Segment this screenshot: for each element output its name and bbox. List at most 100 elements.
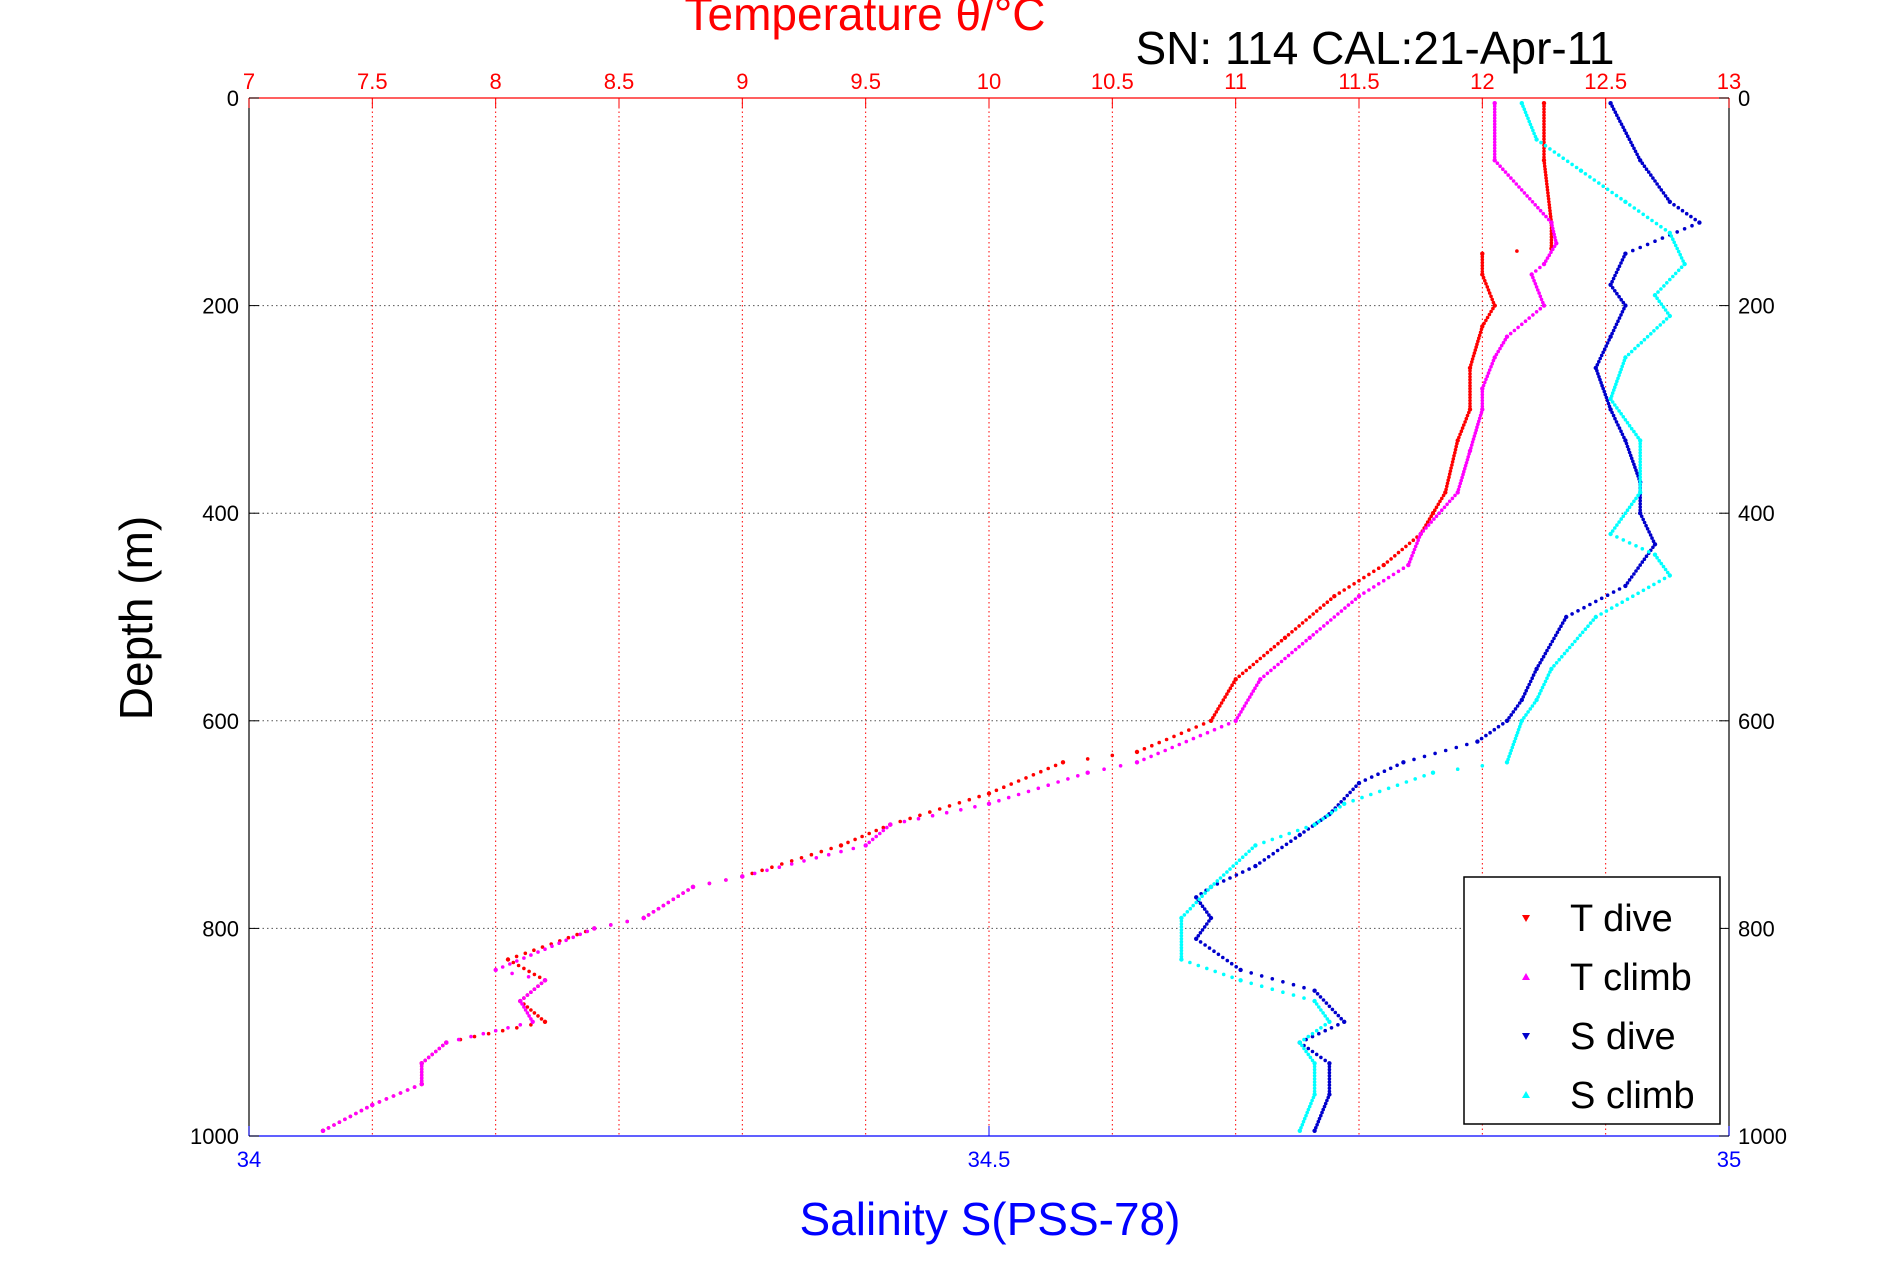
- data-point: [1487, 291, 1492, 295]
- data-point: [1455, 490, 1460, 495]
- data-point: [1492, 137, 1497, 141]
- data-point: [1323, 1023, 1327, 1027]
- data-point: [1478, 330, 1483, 335]
- data-point: [332, 1123, 336, 1127]
- data-point: [1164, 737, 1169, 742]
- data-point: [1575, 636, 1580, 641]
- data-point: [542, 978, 548, 983]
- data-point: [320, 1128, 326, 1134]
- data-point: [1434, 514, 1439, 518]
- legend: T dive T climb S dive S climb: [1463, 876, 1721, 1125]
- data-point: [1468, 401, 1472, 406]
- data-point: [1480, 266, 1485, 271]
- data-point: [977, 794, 981, 799]
- data-point: [1640, 547, 1645, 551]
- data-point: [536, 1014, 540, 1018]
- data-point: [348, 1114, 353, 1119]
- data-point: [789, 862, 794, 866]
- data-point: [1548, 208, 1552, 213]
- data-point: [1540, 657, 1544, 662]
- data-point: [1076, 774, 1080, 778]
- data-point: [1491, 306, 1495, 311]
- data-point: [1429, 514, 1433, 518]
- data-point: [1598, 377, 1602, 382]
- data-point: [1485, 315, 1490, 320]
- data-point: [1631, 594, 1635, 598]
- data-point: [1291, 982, 1296, 987]
- data-point: [1172, 734, 1176, 739]
- depth-tick-label-left: 400: [202, 501, 239, 526]
- data-point: [1480, 254, 1485, 259]
- data-point: [1196, 934, 1201, 938]
- data-point: [1223, 695, 1227, 699]
- data-point: [1636, 493, 1640, 498]
- data-point: [1460, 475, 1464, 480]
- data-point: [1542, 152, 1546, 157]
- data-point: [493, 967, 498, 973]
- data-point: [1552, 244, 1557, 249]
- data-point: [1675, 246, 1679, 251]
- data-point: [1545, 648, 1549, 653]
- data-point: [1440, 508, 1444, 512]
- data-point: [1179, 928, 1184, 932]
- data-point: [651, 910, 656, 914]
- data-point: [1327, 1061, 1332, 1066]
- data-point: [1016, 779, 1021, 783]
- data-point: [1471, 354, 1476, 358]
- data-point: [1321, 816, 1325, 821]
- data-point: [1615, 113, 1619, 117]
- data-point: [1614, 322, 1619, 327]
- data-point: [1528, 679, 1533, 684]
- data-point: [1554, 633, 1558, 638]
- data-point: [1381, 578, 1386, 583]
- data-point: [1450, 463, 1454, 467]
- data-point: [1242, 704, 1247, 708]
- data-point: [1524, 713, 1528, 717]
- data-point: [1490, 361, 1494, 366]
- data-point: [527, 969, 531, 974]
- data-point: [1477, 333, 1482, 338]
- data-point: [444, 1040, 449, 1045]
- data-point: [1284, 842, 1289, 847]
- data-point: [1307, 615, 1312, 619]
- data-point: [1315, 992, 1320, 996]
- data-point: [1510, 745, 1515, 750]
- data-point: [1525, 685, 1530, 690]
- data-point: [1610, 391, 1615, 395]
- data-point: [1573, 639, 1577, 644]
- data-point: [529, 1008, 533, 1012]
- data-point: [1291, 993, 1296, 997]
- data-point: [1326, 1095, 1330, 1100]
- data-point: [1661, 191, 1666, 195]
- data-point: [1259, 984, 1264, 988]
- data-point: [1255, 683, 1259, 687]
- data-point: [1445, 502, 1449, 507]
- data-point: [885, 825, 889, 830]
- data-point: [1214, 710, 1219, 714]
- data-point: [750, 871, 754, 876]
- data-point: [1301, 1119, 1306, 1124]
- data-point: [1468, 375, 1472, 379]
- data-point: [1484, 318, 1488, 323]
- data-point: [1547, 203, 1552, 207]
- data-point: [1179, 945, 1184, 950]
- data-point: [1458, 432, 1462, 437]
- data-point: [1396, 550, 1401, 555]
- data-point: [1039, 769, 1043, 774]
- data-point: [1265, 650, 1270, 655]
- data-point: [1376, 772, 1380, 776]
- data-point: [1528, 197, 1532, 201]
- data-point: [1290, 650, 1294, 655]
- data-point: [1588, 621, 1593, 625]
- data-point: [1323, 1058, 1327, 1063]
- data-point: [1228, 876, 1232, 880]
- data-point: [1468, 392, 1472, 397]
- data-point: [809, 852, 814, 857]
- data-point: [1548, 670, 1552, 674]
- data-point: [1543, 143, 1548, 148]
- data-point: [1498, 164, 1502, 168]
- data-point: [1332, 594, 1337, 599]
- data-point: [1325, 1017, 1330, 1021]
- data-point: [1412, 547, 1417, 552]
- data-point: [1619, 297, 1623, 302]
